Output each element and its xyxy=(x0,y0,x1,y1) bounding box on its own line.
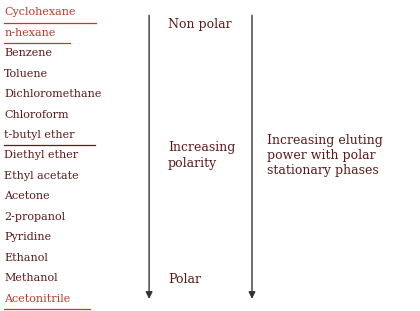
Text: Methanol: Methanol xyxy=(4,273,58,283)
Text: Toluene: Toluene xyxy=(4,69,48,79)
Text: Ethyl acetate: Ethyl acetate xyxy=(4,171,79,181)
Text: Non polar: Non polar xyxy=(168,18,231,31)
Text: Cyclohexane: Cyclohexane xyxy=(4,7,76,17)
Text: Dichloromethane: Dichloromethane xyxy=(4,89,102,99)
Text: Acetonitrile: Acetonitrile xyxy=(4,294,71,304)
Text: Ethanol: Ethanol xyxy=(4,253,48,263)
Text: Acetone: Acetone xyxy=(4,191,50,202)
Text: Pyridine: Pyridine xyxy=(4,232,51,242)
Text: Diethyl ether: Diethyl ether xyxy=(4,151,78,160)
Text: Increasing
polarity: Increasing polarity xyxy=(168,142,235,169)
Text: 2-propanol: 2-propanol xyxy=(4,212,66,222)
Text: Chloroform: Chloroform xyxy=(4,109,69,120)
Text: Polar: Polar xyxy=(168,273,201,286)
Text: n-hexane: n-hexane xyxy=(4,28,55,38)
Text: t-butyl ether: t-butyl ether xyxy=(4,130,75,140)
Text: Benzene: Benzene xyxy=(4,48,52,58)
Text: Increasing eluting
power with polar
stationary phases: Increasing eluting power with polar stat… xyxy=(267,134,383,177)
